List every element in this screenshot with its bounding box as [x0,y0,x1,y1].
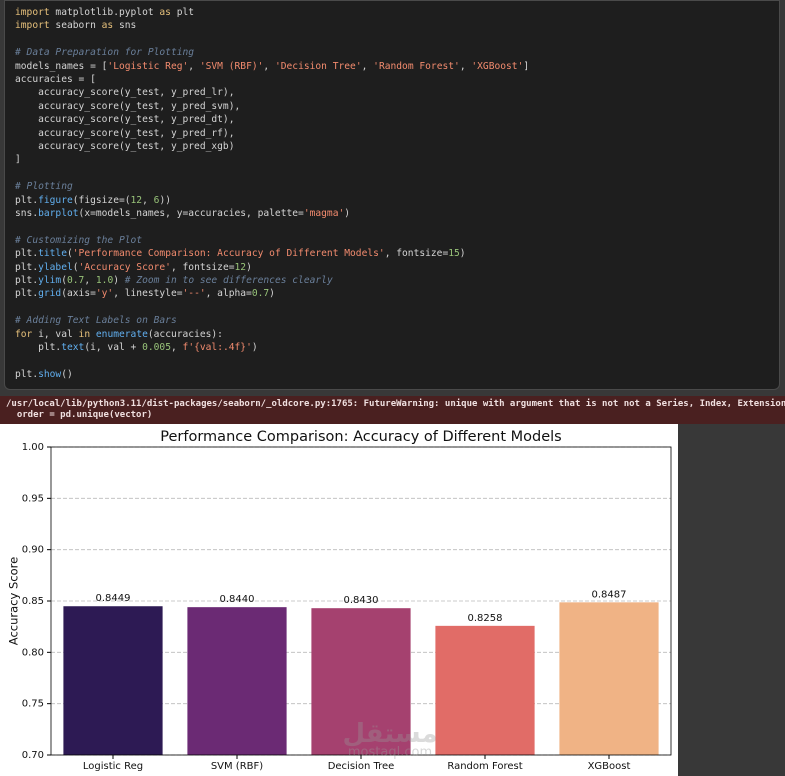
x-tick-label: Random Forest [447,761,522,772]
value-label: 0.8487 [592,589,627,600]
code-line: plt.figure(figsize=(12, 6)) [15,194,171,206]
code-line: sns.barplot(x=models_names, y=accuracies… [15,208,351,220]
y-tick-label: 0.85 [22,596,44,607]
code-block: import matplotlib.pyplot as plt import se… [15,6,529,33]
x-tick-label: SVM (RBF) [211,761,263,772]
code-line: accuracy_score(y_test, y_pred_dt), [15,114,235,126]
code-block: # Plotting plt.figure(figsize=(12, 6)) sns… [15,180,529,220]
code-line: accuracy_score(y_test, y_pred_svm), [15,100,241,112]
code-line: import seaborn as sns [15,20,137,32]
code-line: plt.ylim(0.7, 1.0) # Zoom in to see diff… [15,275,333,287]
code-line: plt.ylabel('Accuracy Score', fontsize=12… [15,261,252,273]
chart-title: Performance Comparison: Accuracy of Diff… [160,429,561,445]
y-tick-label: 0.80 [22,647,44,658]
warning-line: order = pd.unique(vector) [6,410,153,420]
code-cell[interactable]: import matplotlib.pyplot as plt import se… [4,0,780,390]
code-block: # Customizing the Plot plt.title('Perform… [15,234,529,301]
x-tick-label: Decision Tree [328,761,395,772]
y-tick-label: 0.95 [22,493,44,504]
code-line: accuracy_score(y_test, y_pred_rf), [15,127,235,139]
bar [435,625,535,755]
code-block: # Data Preparation for Plotting models_na… [15,46,529,167]
y-tick-label: 0.90 [22,545,44,556]
watermark: mostaql.com [348,745,432,760]
value-label: 0.8258 [468,613,503,624]
code-line: accuracy_score(y_test, y_pred_lr), [15,87,235,99]
warning-output: /usr/local/lib/python3.11/dist-packages/… [0,396,785,424]
code-block: # Adding Text Labels on Bars for i, val i… [15,314,529,354]
warning-line: /usr/local/lib/python3.11/dist-packages/… [6,399,785,409]
code-line: # Customizing the Plot [15,234,143,246]
x-tick-label: XGBoost [588,761,631,772]
code-line: for i, val in enumerate(accuracies): [15,328,223,340]
code-line: plt.grid(axis='y', linestyle='--', alpha… [15,288,275,300]
code-line: # Data Preparation for Plotting [15,47,195,59]
y-tick-label: 1.00 [22,442,44,453]
x-tick-label: Logistic Reg [83,761,143,772]
watermark: مستقل [342,719,437,749]
code-line: import matplotlib.pyplot as plt [15,7,195,18]
bar [559,602,659,755]
code-line: ] [15,154,21,166]
y-tick-label: 0.70 [22,750,44,761]
y-axis-label: Accuracy Score [7,557,21,645]
bar [187,607,287,755]
code-line: plt.show() [15,368,73,380]
value-label: 0.8430 [344,595,379,606]
value-label: 0.8449 [96,593,131,604]
chart: Performance Comparison: Accuracy of Diff… [0,424,678,776]
plot-frame [50,446,672,756]
code-line: # Adding Text Labels on Bars [15,315,177,327]
code-line: accuracies = [ [15,74,96,86]
value-label: 0.8440 [220,594,255,605]
y-tick-label: 0.75 [22,699,44,710]
code-block: plt.show() [15,368,529,381]
code-line: plt.text(i, val + 0.005, f'{val:.4f}') [15,342,258,354]
bar [63,606,163,755]
code-line: plt.title('Performance Comparison: Accur… [15,248,466,260]
code: import matplotlib.pyplot as plt import se… [15,6,529,389]
code-line: models_names = ['Logistic Reg', 'SVM (RB… [15,60,530,72]
bar [311,608,411,755]
code-line: accuracy_score(y_test, y_pred_xgb) [15,141,235,153]
code-line: # Plotting [15,181,73,193]
